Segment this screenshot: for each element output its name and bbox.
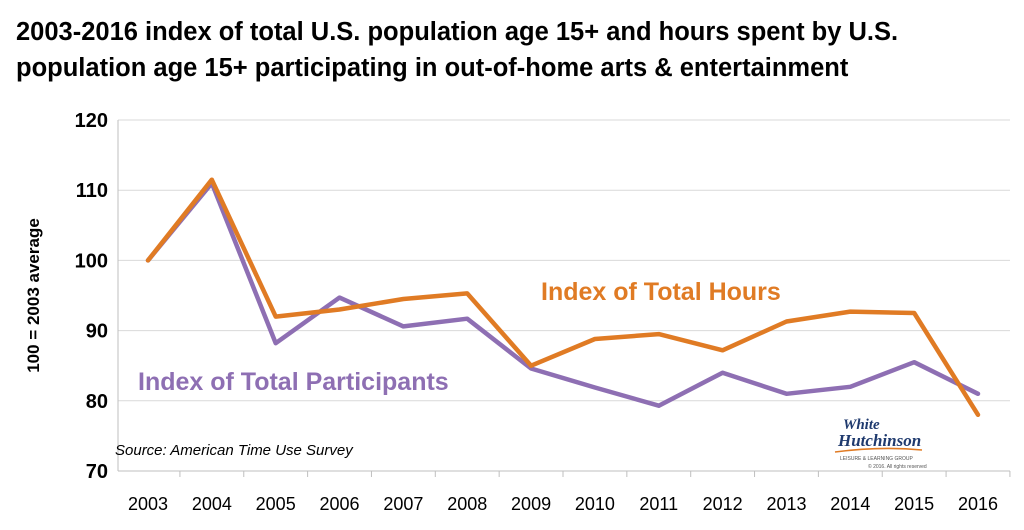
y-tick-label: 90 <box>86 321 108 343</box>
y-tick-label: 70 <box>86 461 108 483</box>
x-tick-label: 2006 <box>320 494 360 514</box>
y-tick-label: 80 <box>86 391 108 413</box>
x-tick-label: 2014 <box>830 494 870 514</box>
series-lines <box>145 177 981 418</box>
x-tick-label: 2012 <box>703 494 743 514</box>
series-line-total-hours <box>145 177 981 418</box>
y-tick-label: 110 <box>76 180 108 202</box>
x-tick-label: 2016 <box>958 494 998 514</box>
chart-title: 2003-2016 index of total U.S. population… <box>16 14 1016 86</box>
logo-line2: Hutchinson <box>837 431 921 450</box>
logo: White Hutchinson LEISURE & LEARNING GROU… <box>834 417 927 470</box>
gridlines <box>118 119 1010 402</box>
axes: 70 80 90 100 110 120 2003 2004 2005 2006 2007 2008 2… <box>24 110 1011 514</box>
series-label-total-participants: Index of Total Participants <box>138 368 449 396</box>
source-note: Source: American Time Use Survey <box>115 442 354 459</box>
x-tick-label: 2007 <box>383 494 423 514</box>
labels: Index of Total Hours Index of Total Parti… <box>115 278 781 459</box>
chart-title-line1: 2003-2016 index of total U.S. population… <box>16 18 899 46</box>
x-tick-label: 2015 <box>894 494 934 514</box>
logo-copyright: © 2016. All rights reserved <box>868 463 927 470</box>
x-tick-label: 2005 <box>256 494 296 514</box>
x-tick-label: 2009 <box>511 494 551 514</box>
y-tick-label: 100 <box>75 250 108 272</box>
y-axis-title: 100 = 2003 average <box>24 218 43 373</box>
series-label-total-hours: Index of Total Hours <box>541 278 781 306</box>
series-line-total-participants <box>145 180 981 408</box>
y-tick-label: 120 <box>75 110 108 132</box>
logo-tagline: LEISURE & LEARNING GROUP <box>840 456 913 462</box>
x-tick-label: 2010 <box>575 494 615 514</box>
x-tick-label: 2003 <box>128 494 168 514</box>
chart-title-line2: population age 15+ participating in out-… <box>16 54 849 82</box>
x-tick-label: 2013 <box>766 494 806 514</box>
logo-swoosh <box>834 447 923 453</box>
x-tick-label: 2011 <box>639 494 678 514</box>
x-tick-label: 2008 <box>447 494 487 514</box>
x-tick-label: 2004 <box>192 494 232 514</box>
logo-line1: White <box>843 417 880 433</box>
